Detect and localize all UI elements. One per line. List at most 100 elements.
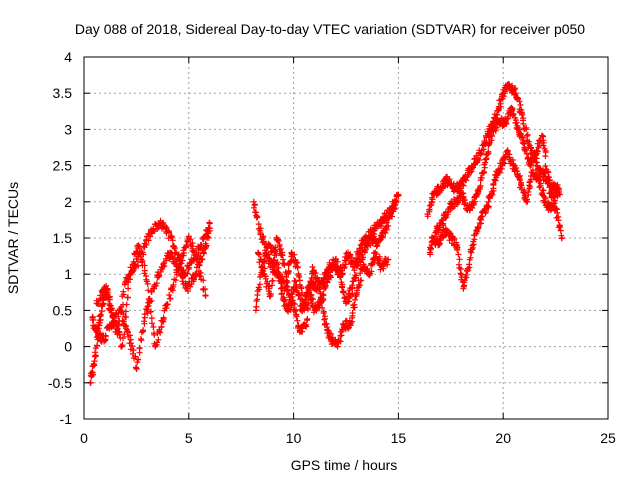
data-point <box>184 270 191 277</box>
data-point <box>270 256 277 263</box>
data-point <box>129 343 136 349</box>
data-point <box>171 244 178 251</box>
data-point <box>110 314 117 321</box>
data-point <box>480 169 487 176</box>
data-point <box>518 110 525 117</box>
data-point <box>457 185 464 192</box>
data-point <box>119 317 126 324</box>
data-point <box>97 311 104 318</box>
data-point <box>304 284 311 291</box>
data-point <box>485 148 492 155</box>
data-point <box>520 115 527 122</box>
data-point <box>161 262 168 269</box>
data-point <box>351 275 358 282</box>
data-point <box>144 303 151 310</box>
data-point <box>509 82 516 89</box>
data-point <box>339 281 346 288</box>
data-point <box>269 277 276 284</box>
data-point <box>521 187 528 194</box>
data-point <box>178 260 185 267</box>
data-point <box>258 264 265 271</box>
data-point <box>529 167 536 174</box>
data-point <box>456 256 463 263</box>
x-tick-label: 25 <box>600 430 616 446</box>
data-point <box>540 133 546 140</box>
data-point <box>261 265 268 272</box>
data-point <box>141 318 148 325</box>
data-point <box>476 157 483 163</box>
y-tick-label: 2.5 <box>53 158 73 174</box>
data-point <box>138 337 145 344</box>
data-point <box>133 365 140 372</box>
data-point <box>256 281 263 288</box>
data-point <box>518 134 525 141</box>
data-point <box>549 203 556 210</box>
data-point <box>536 184 543 191</box>
data-point <box>97 296 104 302</box>
data-point <box>373 251 380 258</box>
data-point <box>516 98 523 105</box>
data-point <box>271 257 278 264</box>
data-point <box>250 204 257 211</box>
data-point <box>141 262 148 269</box>
data-point <box>518 179 525 186</box>
grid <box>84 57 608 419</box>
data-point <box>202 286 209 293</box>
data-point <box>196 259 203 266</box>
y-axis-label: SDTVAR / TECUs <box>5 182 21 294</box>
data-point <box>168 234 175 241</box>
data-point <box>251 201 258 208</box>
data-point <box>121 331 128 338</box>
data-point <box>102 288 109 295</box>
y-tick-label: 2 <box>64 194 72 210</box>
data-point <box>340 289 347 296</box>
data-point <box>144 280 151 287</box>
data-point <box>291 251 298 258</box>
data-point <box>558 235 565 241</box>
y-tick-label: 3.5 <box>53 85 73 101</box>
data-point <box>337 338 344 345</box>
data-point <box>341 265 348 272</box>
data-point <box>532 154 539 161</box>
data-point <box>304 304 311 311</box>
data-point <box>92 349 99 356</box>
data-point <box>444 208 451 215</box>
data-point <box>321 283 328 290</box>
data-point <box>277 246 284 252</box>
data-point <box>389 213 395 220</box>
data-point <box>266 285 273 292</box>
data-point <box>164 301 171 308</box>
data-point <box>137 250 144 257</box>
y-tick-label: 1 <box>64 266 72 282</box>
data-point <box>292 308 299 315</box>
data-point <box>345 325 351 332</box>
data-point <box>546 174 552 181</box>
data-point <box>518 106 525 113</box>
data-point <box>166 228 172 235</box>
y-tick-label: 0 <box>64 339 72 355</box>
data-point <box>275 237 282 244</box>
data-point <box>112 319 119 326</box>
chart-title: Day 088 of 2018, Sidereal Day-to-day VTE… <box>75 21 585 37</box>
y-tick-label: -1 <box>60 411 73 427</box>
data-point <box>158 323 165 330</box>
data-point <box>520 137 527 144</box>
data-point <box>295 272 302 279</box>
data-point <box>334 343 341 350</box>
data-point <box>140 251 147 258</box>
data-point <box>122 308 129 315</box>
data-point <box>120 291 127 298</box>
data-point <box>488 137 495 144</box>
data-point <box>127 346 134 353</box>
data-point <box>256 251 263 258</box>
data-point <box>463 272 470 278</box>
data-point <box>513 119 520 126</box>
data-point <box>291 301 298 308</box>
data-point <box>428 245 434 252</box>
data-point <box>384 261 391 268</box>
y-tick-label: 3 <box>64 121 72 137</box>
data-point <box>268 291 274 297</box>
data-point <box>546 184 553 191</box>
data-point <box>151 331 158 338</box>
